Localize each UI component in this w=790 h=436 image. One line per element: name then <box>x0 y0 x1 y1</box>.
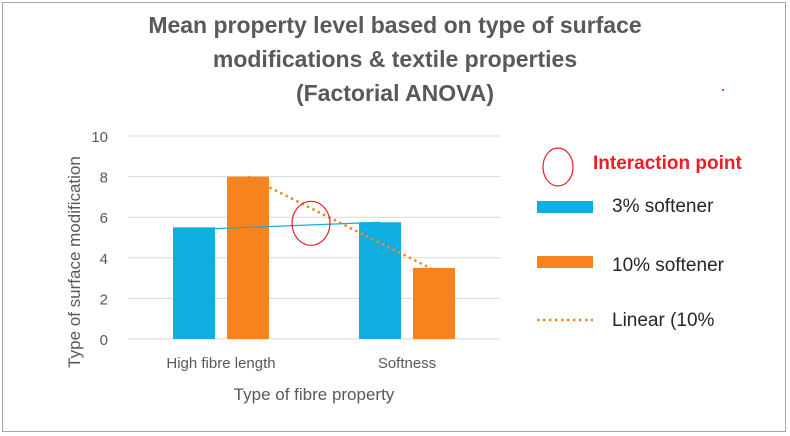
trendline-3pct <box>193 221 381 230</box>
legend-interaction-label: Interaction point <box>593 153 742 174</box>
y-tick-label: 2 <box>100 291 108 308</box>
bar-3pct-softness <box>359 222 401 339</box>
legend-label-10pct: 10% softener <box>612 255 724 276</box>
x-tick-label: High fibre length <box>166 355 275 372</box>
y-tick-label: 6 <box>100 210 108 227</box>
legend-label-linear: Linear (10% <box>612 310 715 331</box>
chart-title-line-1: Mean property level based on type of sur… <box>148 12 642 38</box>
legend-interaction-marker <box>542 147 574 187</box>
legend-swatch-3pct <box>537 201 593 213</box>
legend-swatch-10pct <box>537 256 593 268</box>
bar-10pct-softness <box>413 267 455 339</box>
y-tick-label: 0 <box>100 332 108 349</box>
x-tick-label: Softness <box>378 355 436 372</box>
bar-3pct-fibre-length <box>173 227 215 339</box>
y-tick-label: 8 <box>100 170 108 187</box>
x-axis-title: Type of fibre property <box>234 385 395 404</box>
interaction-ellipse <box>291 200 331 246</box>
y-axis-title: Type of surface modification <box>65 156 84 368</box>
chart-title-line-2: modifications & textile properties <box>212 46 578 72</box>
y-tick-label: 4 <box>100 251 108 268</box>
y-tick-label: 10 <box>91 129 108 146</box>
stray-mark <box>722 89 724 91</box>
bar-10pct-fibre-length <box>227 176 269 339</box>
legend-label-3pct: 3% softener <box>612 196 714 217</box>
chart-title-line-3: (Factorial ANOVA) <box>295 80 495 106</box>
